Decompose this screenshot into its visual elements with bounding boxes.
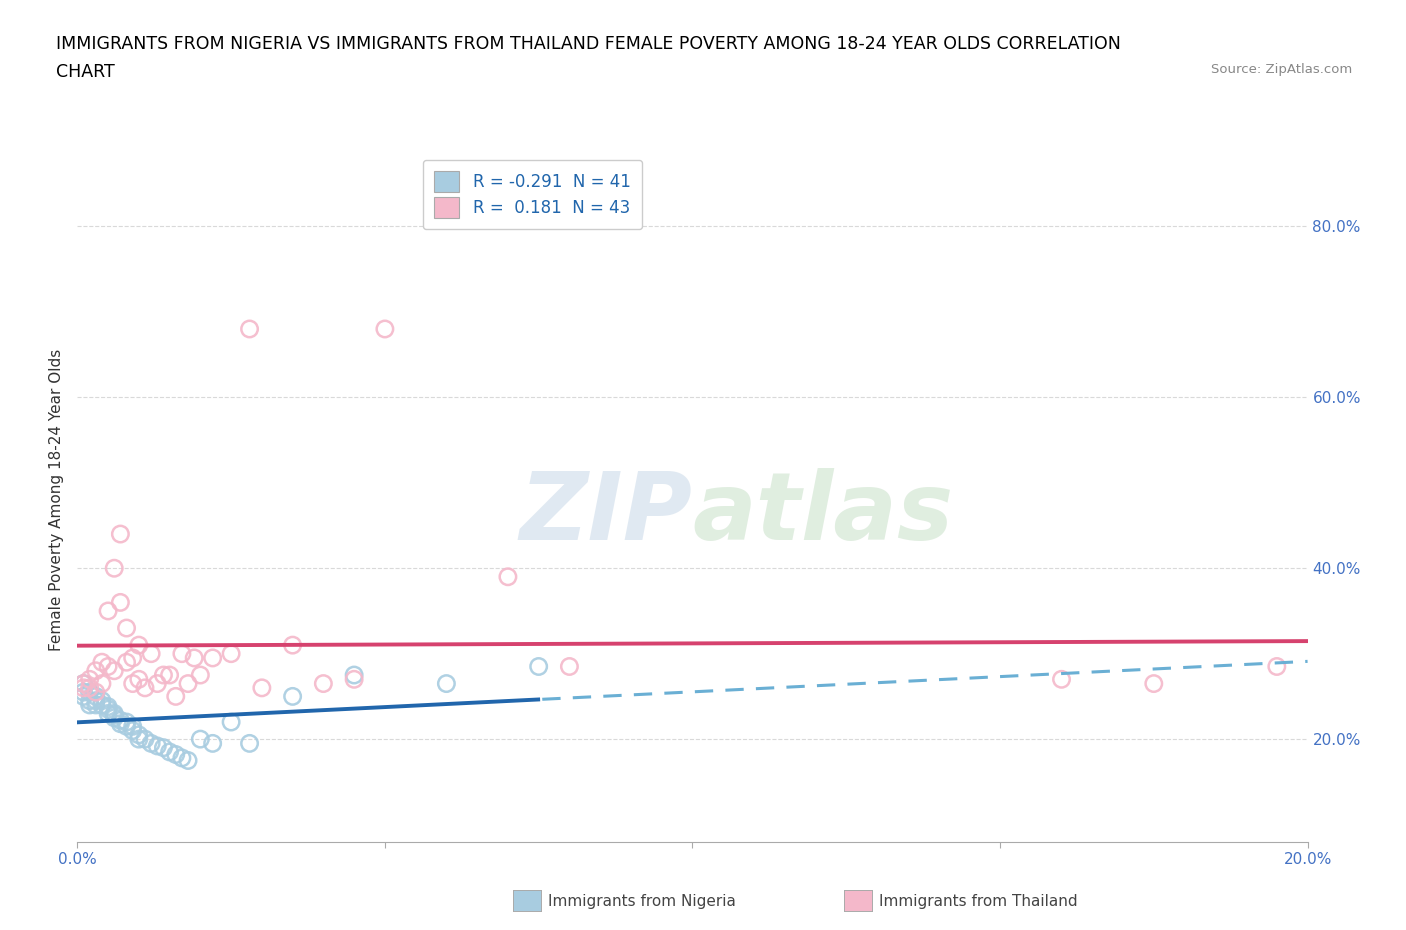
Point xyxy=(121,650,143,665)
Point xyxy=(1143,676,1166,691)
Point xyxy=(110,595,132,610)
Point xyxy=(97,699,120,714)
Point xyxy=(103,711,125,725)
Point xyxy=(121,719,143,734)
Point xyxy=(170,646,193,661)
Point xyxy=(90,693,114,708)
Point xyxy=(128,638,150,653)
Point xyxy=(177,753,200,768)
Point xyxy=(97,604,120,618)
Point xyxy=(343,668,366,683)
Point xyxy=(201,650,224,665)
Point xyxy=(239,736,262,751)
Point xyxy=(110,713,132,728)
Point xyxy=(527,659,550,674)
Point xyxy=(239,322,262,337)
Point xyxy=(84,689,107,704)
Point xyxy=(121,676,143,691)
Point xyxy=(128,727,150,742)
Point xyxy=(79,671,101,686)
Text: Immigrants from Nigeria: Immigrants from Nigeria xyxy=(548,894,737,909)
Point xyxy=(250,681,273,696)
Point xyxy=(84,663,107,678)
Point xyxy=(97,659,120,674)
Point xyxy=(146,676,169,691)
Text: ZIP: ZIP xyxy=(520,468,693,560)
Point xyxy=(79,681,101,696)
Point xyxy=(558,659,581,674)
Point xyxy=(219,646,242,661)
Point xyxy=(72,676,94,691)
Point xyxy=(90,655,114,670)
Point xyxy=(1050,671,1073,686)
Point xyxy=(79,684,101,699)
Point xyxy=(152,668,174,683)
Point xyxy=(72,681,94,696)
Point xyxy=(201,736,224,751)
Point xyxy=(90,676,114,691)
Point xyxy=(115,655,138,670)
Point xyxy=(115,620,138,635)
Point xyxy=(183,650,205,665)
Point xyxy=(312,676,335,691)
Point xyxy=(103,708,125,723)
Point xyxy=(84,698,107,712)
Point xyxy=(165,689,187,704)
Point xyxy=(159,745,181,760)
Point xyxy=(110,716,132,731)
Point xyxy=(72,689,94,704)
Point xyxy=(343,671,366,686)
Text: Source: ZipAtlas.com: Source: ZipAtlas.com xyxy=(1212,63,1353,76)
Text: CHART: CHART xyxy=(56,63,115,81)
Point xyxy=(79,698,101,712)
Point xyxy=(90,698,114,712)
Point xyxy=(115,719,138,734)
Point xyxy=(121,724,143,738)
Point xyxy=(177,676,200,691)
Point xyxy=(134,681,156,696)
Point xyxy=(128,732,150,747)
Point xyxy=(219,714,242,729)
Point xyxy=(79,693,101,708)
Point xyxy=(188,732,212,747)
Text: atlas: atlas xyxy=(693,468,953,560)
Point xyxy=(97,706,120,721)
Text: IMMIGRANTS FROM NIGERIA VS IMMIGRANTS FROM THAILAND FEMALE POVERTY AMONG 18-24 Y: IMMIGRANTS FROM NIGERIA VS IMMIGRANTS FR… xyxy=(56,35,1121,53)
Text: Immigrants from Thailand: Immigrants from Thailand xyxy=(879,894,1077,909)
Point xyxy=(152,740,174,755)
Point xyxy=(72,676,94,691)
Point xyxy=(170,751,193,765)
Point xyxy=(103,663,125,678)
Point xyxy=(188,668,212,683)
Point xyxy=(436,676,458,691)
Point xyxy=(103,706,125,721)
Point xyxy=(165,747,187,762)
Point xyxy=(115,714,138,729)
Point xyxy=(141,736,163,751)
Point xyxy=(159,668,181,683)
Point xyxy=(134,732,156,747)
Point xyxy=(84,684,107,699)
Point xyxy=(281,689,304,704)
Point xyxy=(110,526,132,541)
Point xyxy=(374,322,396,337)
Point xyxy=(281,638,304,653)
Point xyxy=(146,738,169,753)
Y-axis label: Female Poverty Among 18-24 Year Olds: Female Poverty Among 18-24 Year Olds xyxy=(49,349,65,651)
Point xyxy=(128,671,150,686)
Point xyxy=(103,561,125,576)
Point xyxy=(141,646,163,661)
Point xyxy=(84,693,107,708)
Point xyxy=(496,569,519,584)
Point xyxy=(72,684,94,699)
Point xyxy=(97,702,120,717)
Legend: R = -0.291  N = 41, R =  0.181  N = 43: R = -0.291 N = 41, R = 0.181 N = 43 xyxy=(423,160,643,230)
Point xyxy=(1265,659,1288,674)
